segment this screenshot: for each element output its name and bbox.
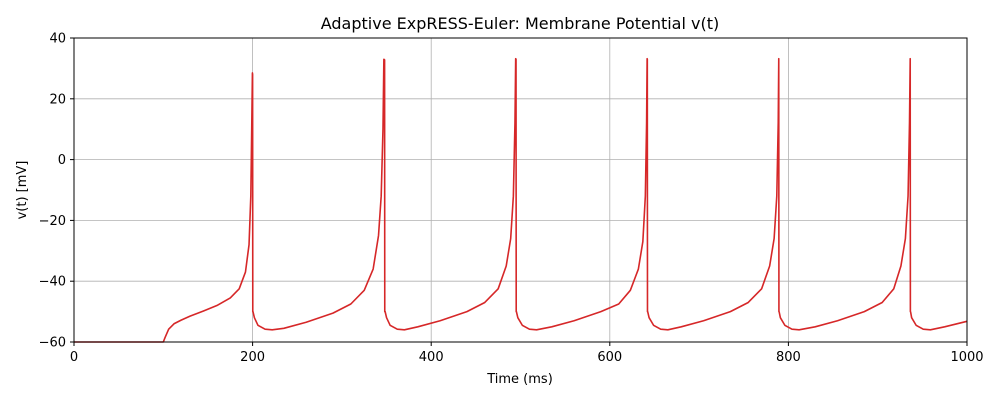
x-ticks: 0 200 400 600 800 1000 xyxy=(70,342,984,365)
y-ticks: −60 −40 −20 0 20 40 xyxy=(39,32,74,351)
y-tick-label: 20 xyxy=(49,92,66,107)
series-line xyxy=(74,57,968,343)
series-layer xyxy=(74,57,968,343)
x-tick-label: 0 xyxy=(70,350,78,365)
x-axis-label: Time (ms) xyxy=(486,372,553,387)
x-tick-label: 400 xyxy=(419,350,444,365)
x-tick-label: 200 xyxy=(240,350,265,365)
y-tick-label: 40 xyxy=(49,32,66,47)
plot-frame xyxy=(73,37,968,343)
x-tick-label: 1000 xyxy=(950,350,983,365)
y-tick-label: 0 xyxy=(58,153,66,168)
x-tick-label: 600 xyxy=(597,350,622,365)
x-tick-label: 800 xyxy=(776,350,801,365)
y-tick-label: −40 xyxy=(39,275,66,290)
y-tick-label: −20 xyxy=(39,214,66,229)
y-tick-label: −60 xyxy=(39,336,66,351)
y-axis-label: v(t) [mV] xyxy=(15,161,30,220)
chart-title: Adaptive ExpRESS-Euler: Membrane Potenti… xyxy=(321,14,720,33)
